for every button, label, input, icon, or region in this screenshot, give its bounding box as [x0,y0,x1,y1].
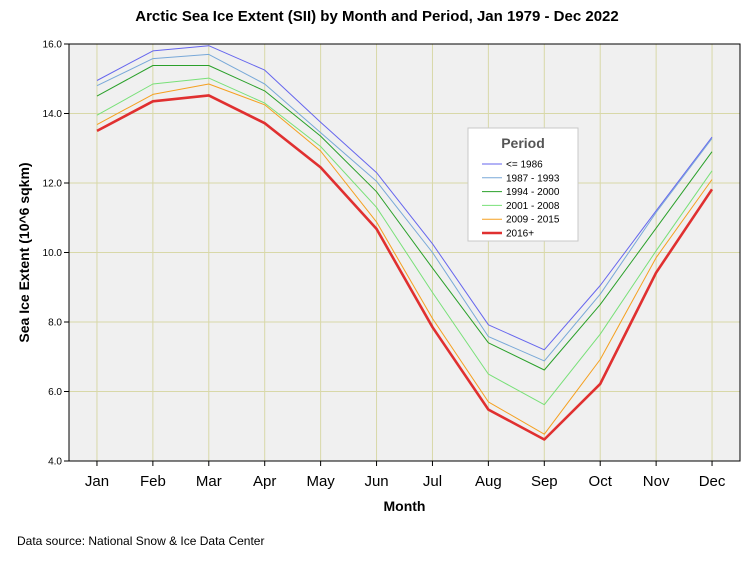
legend-items: <= 1986 1987 - 1993 1994 - 2000 2001 - 2008… [482,160,560,240]
legend-label-1: 1987 - 1993 [506,173,560,184]
series-line-1 [96,53,713,362]
x-tick-label: Jun [364,473,388,490]
y-tick-label: 4.0 [48,457,62,468]
x-tick-label: May [306,473,335,490]
legend-label-0: <= 1986 [506,160,543,171]
legend-label-4: 2009 - 2015 [506,215,560,226]
legend-label-2: 1994 - 2000 [506,187,560,198]
y-tick-label: 6.0 [48,387,62,398]
x-tick-label: Mar [196,473,222,490]
series-line-4 [96,83,713,435]
x-tick-label: Nov [643,473,670,490]
chart-title: Arctic Sea Ice Extent (SII) by Month and… [135,8,619,25]
axes: Jan Feb Mar Apr May Jun Jul Aug Sep Oct Nov Dec 4.0 6… [43,40,726,491]
y-tick-label: 14.0 [43,109,63,120]
legend: Period <= 1986 1987 - 1993 1994 - 2000 2001… [467,127,579,242]
x-tick-label: Dec [699,473,726,490]
series-line-5 [96,94,714,441]
x-tick-label: Aug [475,473,502,490]
y-tick-label: 16.0 [43,40,63,51]
x-tick-label: Apr [253,473,276,490]
x-tick-label: Feb [140,473,166,490]
series-line-0 [96,45,713,351]
x-axis-title: Month [384,498,426,514]
x-tick-label: Jul [423,473,442,490]
series-line-3 [96,77,713,406]
x-tick-label: Jan [85,473,109,490]
legend-box [467,127,579,242]
y-axis-title: Sea Ice Extent (10^6 sqkm) [16,162,32,342]
y-tick-label: 12.0 [43,179,63,190]
series-line-2 [96,65,713,371]
y-tick-label: 10.0 [43,248,63,259]
series-lines [96,45,714,441]
y-tick-label: 8.0 [48,318,62,329]
data-source-note: Data source: National Snow & Ice Data Ce… [17,534,265,548]
x-tick-label: Sep [531,473,558,490]
legend-label-3: 2001 - 2008 [506,201,560,212]
legend-label-5: 2016+ [506,229,534,240]
x-tick-label: Oct [589,473,613,490]
legend-title: Period [501,135,545,151]
